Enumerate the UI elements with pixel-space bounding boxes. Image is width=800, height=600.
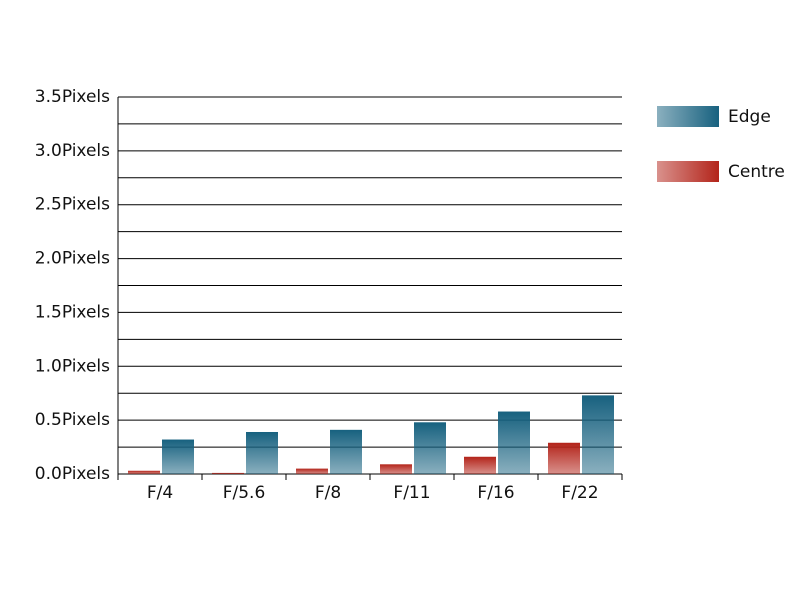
bar [464, 456, 496, 474]
legend-label: Edge [728, 107, 771, 127]
y-tick-label: 1.0Pixels [35, 356, 110, 376]
bar [380, 464, 412, 474]
bar [498, 411, 530, 474]
bar [162, 439, 194, 474]
bar [548, 442, 580, 474]
bar [246, 431, 278, 474]
y-tick-label: 1.5Pixels [35, 302, 110, 322]
legend-swatch [657, 161, 719, 182]
y-tick-label: 2.0Pixels [35, 249, 110, 269]
x-tick-label: F/4 [147, 483, 173, 503]
y-tick-label: 0.5Pixels [35, 410, 110, 430]
y-tick-label: 3.0Pixels [35, 141, 110, 161]
x-tick-label: F/11 [393, 483, 430, 503]
x-tick-label: F/22 [561, 483, 598, 503]
bar [330, 429, 362, 474]
x-tick-label: F/16 [477, 483, 514, 503]
bar [414, 422, 446, 474]
x-tick-label: F/8 [315, 483, 341, 503]
bar [296, 468, 328, 474]
bar [128, 470, 160, 474]
y-tick-label: 0.0Pixels [35, 464, 110, 484]
legend-label: Centre [728, 162, 785, 182]
bar [582, 395, 614, 474]
x-tick-label: F/5.6 [223, 483, 266, 503]
y-tick-label: 2.5Pixels [35, 195, 110, 215]
bar [212, 472, 244, 474]
y-tick-label: 3.5Pixels [35, 87, 110, 107]
legend-swatch [657, 106, 719, 127]
